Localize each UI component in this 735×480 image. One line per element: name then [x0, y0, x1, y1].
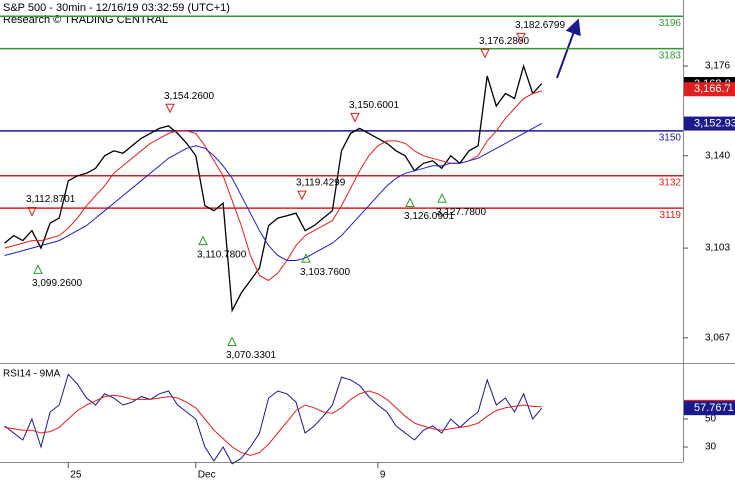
y-tick-label: 30	[705, 442, 717, 453]
low-marker	[198, 235, 208, 246]
y-tick-label: 50	[705, 414, 717, 425]
x-tick-label: Dec	[198, 470, 216, 480]
annotation-label: 3,112.8701	[26, 194, 76, 205]
level-label: 3196	[659, 18, 682, 29]
series-line	[4, 373, 543, 465]
annotation-label: 3,099.2600	[32, 278, 82, 289]
value-box-label: 3,152.93	[694, 117, 735, 129]
high-marker	[480, 48, 490, 59]
high-marker	[350, 112, 360, 123]
value-box-label: 57.7671	[694, 402, 734, 414]
level-label: 3150	[659, 133, 682, 144]
high-marker	[516, 32, 526, 43]
annotation-label: 3,150.6001	[349, 100, 399, 111]
annotation-label: 3,110.7800	[197, 249, 247, 260]
x-tick-label: 25	[70, 470, 82, 480]
y-tick-label: 3,176	[705, 61, 730, 72]
high-marker	[27, 206, 37, 217]
value-box-label: 3,166.7	[694, 83, 731, 95]
level-label: 3119	[659, 210, 681, 221]
low-marker	[227, 336, 237, 347]
annotation-label: 3,154.2600	[164, 91, 214, 102]
high-marker	[165, 103, 175, 114]
level-label: 3183	[659, 50, 682, 61]
low-marker	[33, 264, 43, 274]
annotation-label: 3,070.3301	[226, 350, 276, 361]
level-label: 3132	[659, 177, 682, 188]
rsi-title: RSI14 - 9MA	[3, 369, 61, 380]
y-tick-label: 3,103	[705, 243, 730, 254]
annotation-label: 3,126.0901	[404, 211, 454, 222]
annotation-label: 3,176.2800	[479, 36, 529, 47]
annotation-label: 3,182.6799	[515, 20, 565, 31]
series-line	[4, 63, 543, 313]
value-box	[684, 401, 735, 416]
y-tick-label: 3,067	[705, 332, 730, 343]
x-tick-label: 9	[380, 470, 386, 480]
annotation-label: 3,119.4299	[296, 178, 346, 189]
chart-title: S&P 500 - 30min - 12/16/19 03:32:59 (UTC…	[3, 2, 230, 14]
low-marker	[405, 197, 415, 207]
series-line	[4, 122, 543, 261]
value-box	[684, 116, 735, 131]
low-marker	[437, 193, 447, 203]
y-tick-label: 3,140	[705, 150, 730, 161]
forecast-arrow	[556, 18, 581, 79]
low-marker	[301, 253, 311, 263]
annotation-label: 3,127.7800	[436, 207, 486, 218]
series-line	[4, 390, 542, 456]
high-marker	[297, 190, 307, 201]
annotation-label: 3,103.7600	[300, 267, 350, 278]
value-box	[684, 82, 735, 97]
